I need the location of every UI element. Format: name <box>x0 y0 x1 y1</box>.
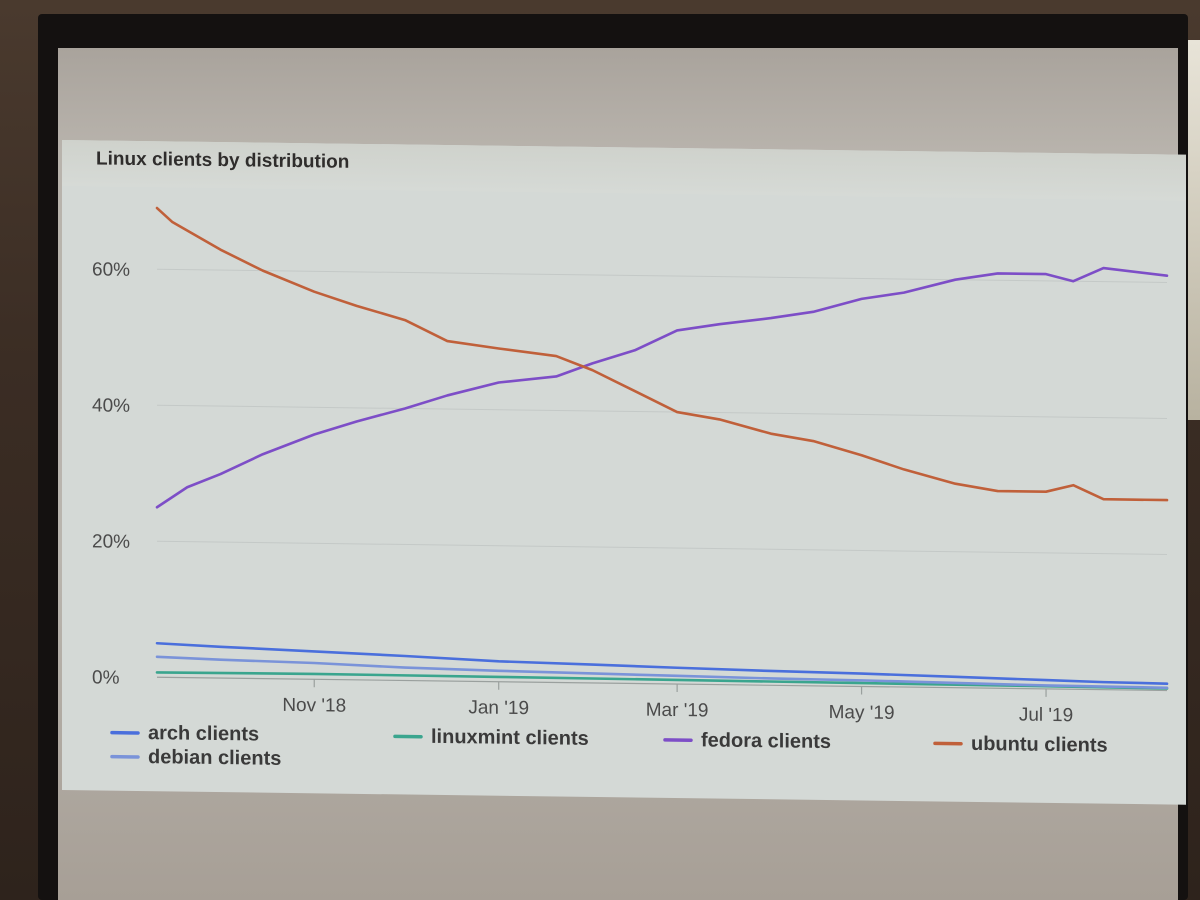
legend-item-linuxmint-clients[interactable]: linuxmint clients <box>393 725 589 750</box>
legend-label: arch clients <box>148 722 259 745</box>
x-tick-label: May '19 <box>829 702 895 724</box>
y-gridline <box>157 268 1167 283</box>
legend-label: ubuntu clients <box>971 733 1108 757</box>
legend: arch clients linuxmint clients fedora clie… <box>110 722 1108 770</box>
y-tick-label: 40% <box>92 395 130 416</box>
y-tick-label: 20% <box>92 531 130 552</box>
x-tick-label: Nov '18 <box>282 695 346 717</box>
grid-lines <box>157 268 1167 692</box>
x-axis-ticks: Nov '18 Jan '19 Mar '19 May '19 Jul '19 <box>282 679 1073 726</box>
series-lines <box>155 206 1169 690</box>
legend-item-debian-clients[interactable]: debian clients <box>110 746 281 770</box>
x-tick-label: Jul '19 <box>1019 705 1073 727</box>
legend-label: debian clients <box>148 746 281 770</box>
y-gridline <box>157 540 1167 555</box>
chart-card: Linux clients by distribution 0% 20% 40% 60… <box>62 140 1186 805</box>
y-tick-label: 60% <box>92 259 130 280</box>
x-axis-line <box>157 676 1167 692</box>
legend-item-ubuntu-clients[interactable]: ubuntu clients <box>933 732 1108 757</box>
series-line-fedora-clients <box>155 266 1169 509</box>
window-light <box>1186 40 1200 420</box>
y-gridline <box>157 404 1167 419</box>
x-tick-label: Mar '19 <box>646 700 709 722</box>
x-tick-label: Jan '19 <box>468 697 529 719</box>
legend-item-fedora-clients[interactable]: fedora clients <box>663 729 831 753</box>
legend-label: fedora clients <box>701 729 831 753</box>
y-axis-ticks: 0% 20% 40% 60% <box>92 259 130 688</box>
series-line-ubuntu-clients <box>155 206 1169 502</box>
legend-item-arch-clients[interactable]: arch clients <box>110 722 259 746</box>
y-tick-label: 0% <box>92 667 120 688</box>
series-line-debian-clients <box>155 655 1169 690</box>
legend-label: linuxmint clients <box>431 726 589 750</box>
line-chart: 0% 20% 40% 60% Nov '18 Jan '19 Mar '19 May '19… <box>92 206 1169 770</box>
series-line-arch-clients <box>155 641 1169 685</box>
